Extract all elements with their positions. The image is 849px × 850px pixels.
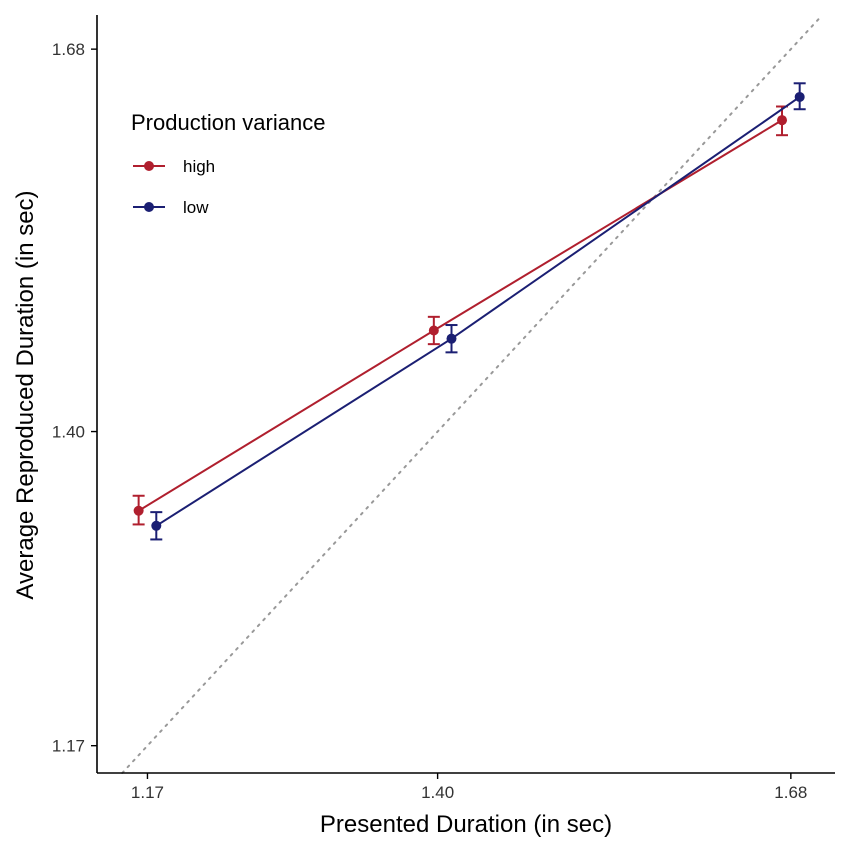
data-point-low xyxy=(794,91,805,102)
data-point-high xyxy=(428,325,439,336)
x-tick-label: 1.68 xyxy=(774,783,807,802)
data-point-high xyxy=(777,115,788,126)
data-point-high xyxy=(133,505,144,516)
legend-key-point xyxy=(144,202,154,212)
legend-item-low: low xyxy=(133,198,209,217)
y-tick-label: 1.40 xyxy=(52,423,85,442)
y-tick-label: 1.68 xyxy=(52,40,85,59)
x-tick-label: 1.17 xyxy=(131,783,164,802)
legend: Production variance high low xyxy=(131,110,325,217)
data-point-low xyxy=(446,333,457,344)
legend-item-high: high xyxy=(133,157,215,176)
x-axis-title: Presented Duration (in sec) xyxy=(320,811,612,838)
ticks: 1.17 1.40 1.68 1.17 1.40 1.68 xyxy=(52,40,807,802)
y-tick-label: 1.17 xyxy=(52,737,85,756)
data-point-low xyxy=(151,520,162,531)
series-line-high xyxy=(138,119,783,512)
legend-label: high xyxy=(183,157,215,176)
legend-title: Production variance xyxy=(131,110,325,135)
x-tick-label: 1.40 xyxy=(421,783,454,802)
axes xyxy=(96,15,835,774)
legend-label: low xyxy=(183,198,209,217)
series-line-low xyxy=(155,96,801,527)
y-axis-title: Average Reproduced Duration (in sec) xyxy=(12,190,39,599)
legend-key-point xyxy=(144,161,154,171)
plot-area xyxy=(121,14,824,774)
